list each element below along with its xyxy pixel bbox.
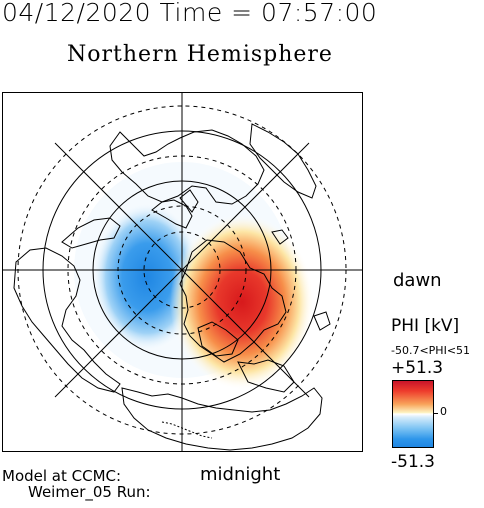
meridian-line	[54, 142, 310, 398]
colorbar-max-label: +51.3	[391, 358, 444, 378]
model-credit: Model at CCMC:	[2, 467, 122, 485]
colorbar	[392, 380, 434, 448]
colorbar-zero-label: 0	[440, 405, 447, 418]
colorbar-zero-tick	[434, 413, 438, 414]
colorbar-title: PHI [kV]	[391, 316, 460, 336]
map-grid	[2, 92, 363, 452]
colorbar-min-label: -51.3	[391, 452, 435, 472]
map-title: Northern Hemisphere	[67, 42, 333, 67]
polar-map	[2, 92, 363, 452]
positive-cell	[170, 214, 314, 390]
header-date-time: 04/12/2020 Time = 07:57:00	[2, 0, 378, 27]
midnight-label: midnight	[200, 464, 281, 485]
border-lines	[161, 421, 213, 439]
run-credit: Weimer_05 Run:	[28, 483, 151, 501]
colorbar-range: -50.7<PHI<51	[391, 344, 471, 357]
dawn-label: dawn	[393, 270, 442, 291]
